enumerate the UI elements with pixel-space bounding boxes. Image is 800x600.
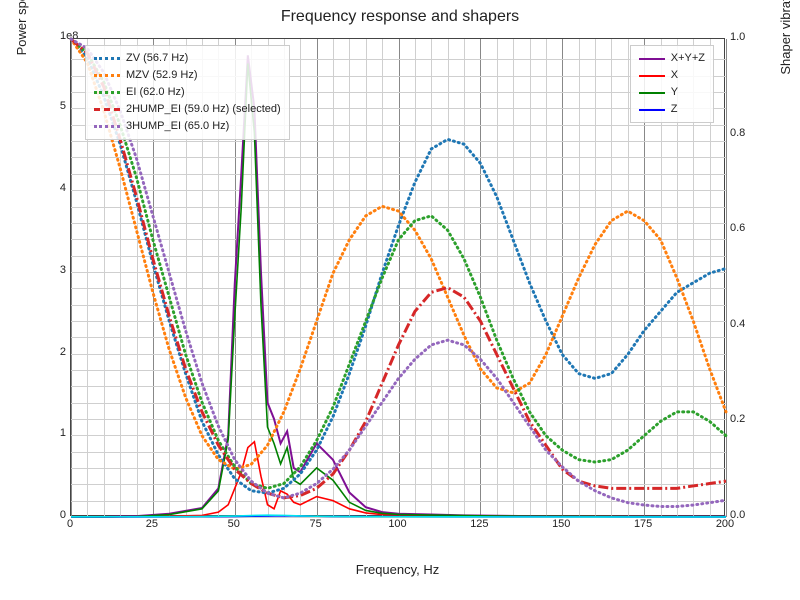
y-left-tick-label: 2: [26, 346, 66, 358]
legend-label: MZV (52.9 Hz): [126, 67, 198, 84]
x-bottom-tick-label: 125: [464, 518, 494, 530]
legend-label: Y: [671, 84, 678, 101]
x-bottom-tick-label: 200: [710, 518, 740, 530]
y-right-tick-label: 0.2: [730, 413, 770, 425]
legend-swatch-icon: [639, 75, 665, 77]
legend-psd: X+Y+Z X Y Z: [630, 45, 714, 123]
y-left-tick-label: 1: [26, 427, 66, 439]
y-right-tick-label: 0.8: [730, 127, 770, 139]
legend-label: 3HUMP_EI (65.0 Hz): [126, 118, 229, 135]
legend-swatch-icon: [94, 108, 120, 111]
legend-label: Z: [671, 101, 678, 118]
legend-swatch-icon: [639, 92, 665, 94]
legend-shapers: ZV (56.7 Hz) MZV (52.9 Hz) EI (62.0 Hz) 2HU…: [85, 45, 290, 140]
legend-entry-zv: ZV (56.7 Hz): [94, 50, 281, 67]
x-bottom-tick-label: 175: [628, 518, 658, 530]
plot-area: ZV (56.7 Hz) MZV (52.9 Hz) EI (62.0 Hz) 2HU…: [70, 38, 725, 516]
y-axis-label: Power spectral density: [14, 0, 29, 140]
y-left-tick-label: 5: [26, 100, 66, 112]
x-bottom-tick-label: 75: [301, 518, 331, 530]
legend-entry-z: Z: [639, 101, 705, 118]
chart-title: Frequency response and shapers: [0, 8, 800, 26]
legend-entry-2hump_ei: 2HUMP_EI (59.0 Hz) (selected): [94, 101, 281, 118]
y-right-tick-label: 0.6: [730, 222, 770, 234]
y-left-tick-label: 3: [26, 264, 66, 276]
x-axis-label: Frequency, Hz: [70, 562, 725, 577]
legend-swatch-icon: [94, 91, 120, 94]
legend-swatch-icon: [94, 74, 120, 77]
y-right-tick-label: 0.4: [730, 318, 770, 330]
legend-label: 2HUMP_EI (59.0 Hz) (selected): [126, 101, 281, 118]
x-bottom-tick-label: 50: [219, 518, 249, 530]
legend-entry-3hump_ei: 3HUMP_EI (65.0 Hz): [94, 118, 281, 135]
legend-entry-x: X: [639, 67, 705, 84]
chart-container: Frequency response and shapers 1e8 ZV (5…: [0, 0, 800, 600]
legend-label: ZV (56.7 Hz): [126, 50, 188, 67]
x-bottom-tick-label: 150: [546, 518, 576, 530]
y-right-tick-label: 1.0: [730, 31, 770, 43]
x-bottom-tick-label: 0: [55, 518, 85, 530]
x-gridline: [726, 39, 727, 517]
legend-entry-ei: EI (62.0 Hz): [94, 84, 281, 101]
legend-swatch-icon: [639, 109, 665, 111]
legend-entry-x-y-z: X+Y+Z: [639, 50, 705, 67]
x-bottom-tick-label: 100: [383, 518, 413, 530]
legend-swatch-icon: [94, 57, 120, 60]
legend-label: X: [671, 67, 678, 84]
legend-entry-y: Y: [639, 84, 705, 101]
legend-swatch-icon: [639, 58, 665, 60]
legend-label: EI (62.0 Hz): [126, 84, 185, 101]
legend-label: X+Y+Z: [671, 50, 705, 67]
y-left-tick-label: 4: [26, 182, 66, 194]
series-line-x: [71, 442, 726, 517]
x-bottom-tick-label: 25: [137, 518, 167, 530]
legend-swatch-icon: [94, 125, 120, 128]
y2-axis-label: Shaper vibration reduction (ratio): [778, 0, 793, 130]
legend-entry-mzv: MZV (52.9 Hz): [94, 67, 281, 84]
